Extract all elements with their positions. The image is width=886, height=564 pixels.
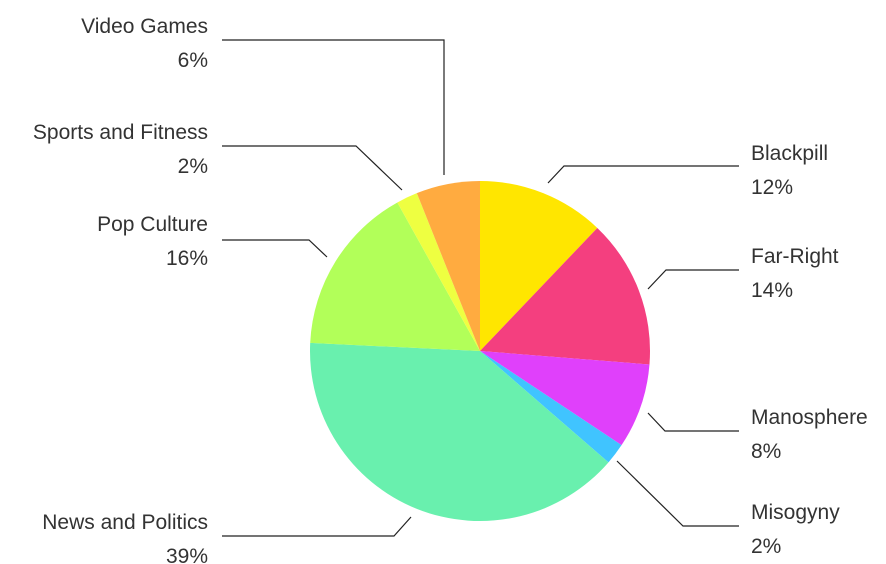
slice-value-pop-culture: 16% — [166, 247, 208, 270]
pie-slice-news-and-politics — [309, 342, 609, 522]
slice-value-sports-and-fitness: 2% — [178, 155, 208, 178]
pie-slice-far-right — [480, 227, 651, 365]
pie-slice-video-games — [416, 181, 480, 351]
leader-lines — [222, 39, 739, 537]
leader-line-pop-culture — [222, 239, 328, 258]
slice-label-pop-culture: Pop Culture — [97, 213, 208, 236]
slice-value-blackpill: 12% — [751, 176, 793, 199]
pie-slice-pop-culture — [310, 202, 480, 351]
pie-slice-blackpill — [480, 181, 598, 351]
slice-value-misogyny: 2% — [751, 535, 781, 558]
pie-slice-sports-and-fitness — [397, 193, 480, 351]
slice-labels: Blackpill 12% Far-Right 14% Manosphere 8% Miso… — [33, 15, 868, 564]
slice-value-manosphere: 8% — [751, 440, 781, 463]
slice-value-news-and-politics: 39% — [166, 545, 208, 564]
slice-label-news-and-politics: News and Politics — [42, 511, 208, 534]
pie-slice-manosphere — [480, 351, 650, 446]
leader-line-blackpill — [547, 165, 739, 184]
slice-label-manosphere: Manosphere — [751, 406, 868, 429]
slice-value-far-right: 14% — [751, 279, 793, 302]
slice-label-sports-and-fitness: Sports and Fitness — [33, 121, 208, 144]
leader-line-manosphere — [647, 412, 739, 432]
slice-label-video-games: Video Games — [81, 15, 208, 38]
slice-label-far-right: Far-Right — [751, 245, 839, 268]
slice-label-blackpill: Blackpill — [751, 142, 828, 165]
pie-slice-misogyny — [480, 351, 622, 463]
slice-value-video-games: 6% — [178, 49, 208, 72]
slice-label-misogyny: Misogyny — [751, 501, 840, 524]
leader-line-news-and-politics — [222, 516, 412, 537]
leader-line-video-games — [222, 39, 445, 175]
leader-line-misogyny — [616, 460, 739, 527]
leader-line-sports-and-fitness — [222, 145, 403, 191]
leader-line-far-right — [647, 269, 739, 290]
pie-slices — [309, 181, 651, 522]
